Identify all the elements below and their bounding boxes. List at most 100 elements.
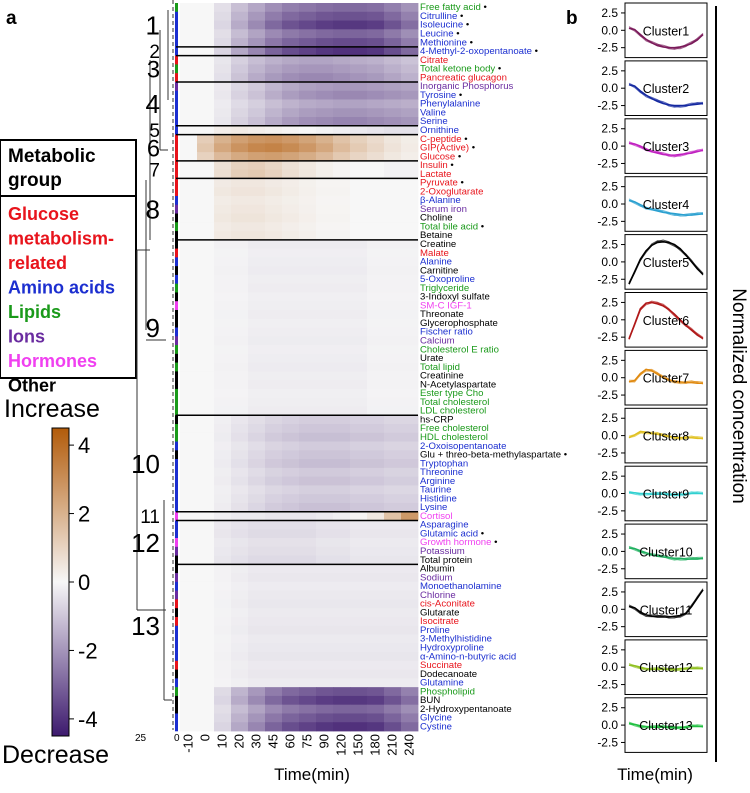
heatmap-cell: [401, 283, 419, 293]
legend-item-1-line-0: Amino acids: [8, 278, 115, 298]
heatmap-cell: [299, 520, 317, 530]
heatmap-cell: [231, 652, 249, 662]
heatmap-cell: [197, 643, 215, 653]
heatmap-cell: [282, 687, 300, 697]
cluster-panel-label: Cluster12: [639, 661, 693, 675]
row-label: Serine: [420, 116, 448, 127]
heatmap-cell: [248, 318, 266, 328]
heatmap-cell: [180, 625, 198, 635]
heatmap-cell: [231, 327, 249, 337]
heatmap-cell: [231, 204, 249, 214]
heatmap-cell: [180, 573, 198, 583]
row-label: BUN: [420, 695, 440, 706]
heatmap-cell: [401, 695, 419, 706]
row-group-strip: [175, 345, 178, 355]
heatmap-cell: [333, 353, 351, 364]
heatmap-cell: [299, 362, 317, 372]
heatmap-cell: [316, 160, 334, 171]
row-label: Creatinine: [420, 371, 464, 382]
heatmap-cell: [248, 160, 266, 171]
heatmap-cell: [384, 511, 402, 521]
row-label-name: Arginine: [420, 476, 455, 487]
heatmap-cell: [384, 704, 402, 714]
heatmap-cell: [367, 274, 385, 285]
heatmap-cell: [367, 117, 385, 127]
heatmap-cell: [333, 248, 351, 258]
row-label-name: β-Alanine: [420, 195, 461, 206]
heatmap-cell: [333, 81, 351, 92]
heatmap-cell: [333, 441, 351, 451]
colorbar-tick-label: -4: [78, 707, 98, 732]
heatmap-cell: [316, 353, 334, 364]
cluster-number: 7: [149, 160, 160, 181]
heatmap-cell: [282, 476, 300, 486]
row-label-name: Cholesterol E ratio: [420, 344, 499, 355]
heatmap-cell: [299, 546, 317, 556]
heatmap-cell: [384, 204, 402, 214]
heatmap-cell: [248, 529, 266, 539]
heatmap-cell: [180, 46, 198, 57]
heatmap-cell: [316, 485, 334, 495]
heatmap-cell: [384, 424, 402, 434]
heatmap-cell: [316, 3, 334, 13]
row-label: Tryptophan: [420, 458, 468, 469]
dendro-axis-25: 25: [135, 733, 147, 744]
heatmap-cell: [214, 257, 232, 267]
heatmap-cell: [231, 152, 249, 162]
heatmap-cell: [401, 678, 419, 688]
heatmap-cell: [333, 274, 351, 285]
heatmap-cell: [367, 108, 385, 118]
heatmap-cell: [248, 476, 266, 486]
heatmap-cell: [401, 511, 419, 521]
heatmap-cell: [197, 546, 215, 556]
heatmap-cell: [180, 248, 198, 258]
heatmap-cell: [350, 309, 368, 320]
heatmap-cell: [299, 608, 317, 618]
heatmap-cell: [197, 90, 215, 100]
heatmap-cell: [180, 81, 198, 92]
heatmap-cell: [231, 29, 249, 39]
heatmap-cell: [316, 64, 334, 74]
heatmap-cell: [197, 64, 215, 74]
row-group-strip: [175, 160, 178, 170]
heatmap-cell: [180, 152, 198, 162]
heatmap-cell: [214, 152, 232, 162]
heatmap-cell: [214, 90, 232, 100]
heatmap-cell: [180, 301, 198, 311]
heatmap-cell: [214, 353, 232, 364]
heatmap-cell: [197, 555, 215, 565]
heatmap-cell: [197, 231, 215, 241]
row-group-strip: [175, 152, 178, 162]
heatmap-cell: [350, 20, 368, 30]
heatmap-cell: [265, 143, 283, 153]
heatmap-cell: [350, 38, 368, 48]
cluster-panel-ytick-label: 2.5: [601, 585, 618, 599]
row-label: hs-CRP: [420, 414, 454, 425]
heatmap-cell: [214, 274, 232, 285]
heatmap-cell: [180, 108, 198, 118]
heatmap-cell: [333, 222, 351, 232]
heatmap-cell: [282, 669, 300, 679]
heatmap-cell: [401, 204, 419, 214]
row-label: Arginine: [420, 476, 455, 487]
heatmap-cell: [299, 397, 317, 407]
heatmap-cell: [384, 441, 402, 451]
heatmap-cell: [180, 450, 198, 460]
heatmap-cell: [197, 38, 215, 48]
heatmap-cell: [231, 660, 249, 670]
heatmap-cell: [350, 90, 368, 100]
heatmap-cell: [384, 660, 402, 670]
heatmap-cell: [299, 274, 317, 285]
row-group-strip: [175, 441, 178, 451]
heatmap-cell: [214, 143, 232, 153]
heatmap-cell: [367, 713, 385, 723]
heatmap-cell: [214, 371, 232, 381]
row-label-name: Citrulline: [420, 11, 457, 22]
heatmap-cell: [248, 292, 266, 302]
heatmap-cell: [333, 3, 351, 13]
heatmap-cell: [316, 187, 334, 197]
heatmap-cell: [350, 494, 368, 504]
heatmap-cell: [316, 81, 334, 92]
heatmap-cell: [231, 117, 249, 127]
